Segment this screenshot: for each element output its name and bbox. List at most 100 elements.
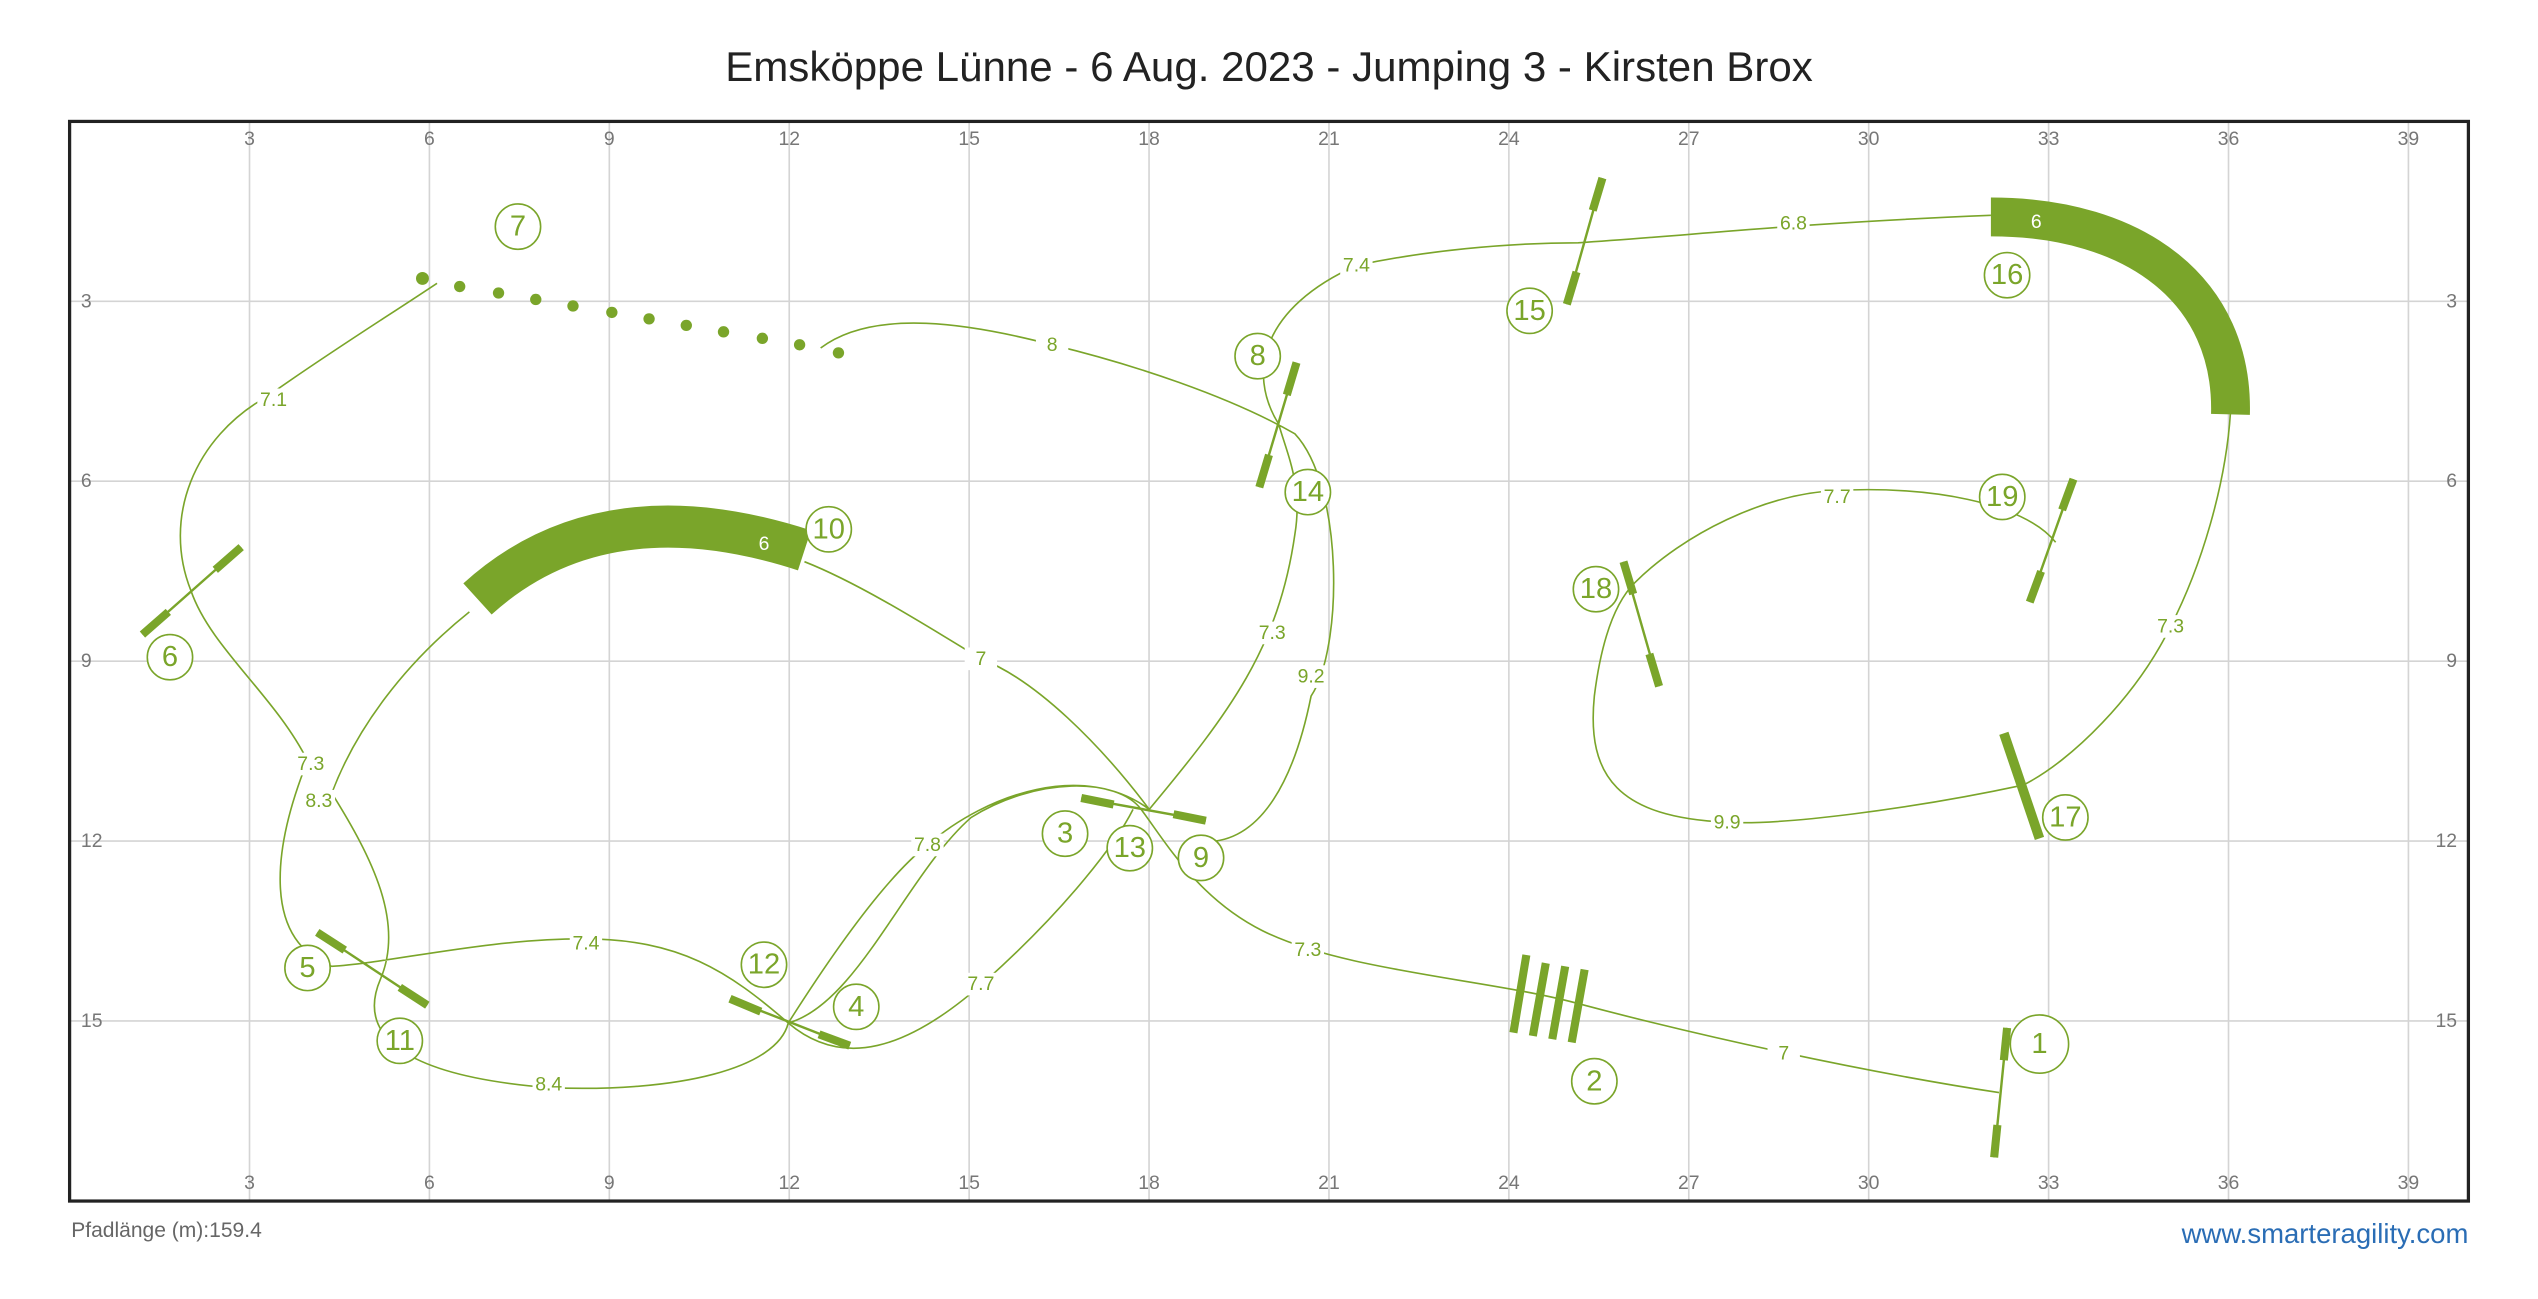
obstacle-marker (740, 941, 788, 989)
distance-label: 9.2 (1298, 666, 1325, 688)
distance-label: 7 (1778, 1043, 1789, 1065)
jumps (139, 176, 2078, 1158)
distance-label: 9.9 (1714, 811, 1741, 833)
y-tick-label: 12 (81, 830, 103, 852)
x-tick-label: 18 (1138, 128, 1160, 150)
distance-bg (302, 789, 336, 813)
distance-bg (1820, 485, 1854, 509)
obstacle-number: 14 (1292, 476, 1324, 508)
y-tick-label: 12 (2435, 830, 2457, 852)
obstacle-marker (1983, 251, 2031, 299)
obstacle-marker (1106, 824, 1154, 872)
obstacle-marker (1177, 834, 1225, 882)
obstacle-number: 16 (1991, 259, 2023, 291)
distance-bg (1256, 621, 1289, 645)
obstacle-number: 6 (162, 641, 178, 673)
obstacle-marker (146, 633, 194, 681)
obstacle-marker (494, 203, 542, 251)
obstacle-number: 10 (813, 513, 845, 545)
distance-bg (1710, 810, 1744, 834)
distance-bg (1294, 665, 1328, 688)
obstacle-number: 5 (299, 952, 315, 984)
obstacle-number: 1 (2031, 1028, 2047, 1060)
y-tick-label: 15 (81, 1010, 103, 1032)
x-tick-label: 18 (1138, 1172, 1160, 1194)
y-tick-label: 3 (2446, 290, 2457, 312)
x-tick-label: 12 (778, 128, 800, 150)
distance-label: 8.4 (535, 1074, 562, 1096)
path-length-value: 159.4 (209, 1219, 262, 1242)
x-tick-label: 27 (1678, 128, 1700, 150)
distance-bg (569, 932, 603, 956)
path-length-label: Pfadlänge (m): (71, 1219, 209, 1242)
field-border (67, 119, 2471, 1203)
distance-label: 7.3 (297, 753, 324, 775)
obstacle-number: 8 (1250, 340, 1266, 372)
distance-bg (1777, 212, 1810, 235)
obstacle-number: 18 (1580, 573, 1612, 605)
obstacle-marker (1978, 473, 2026, 521)
tunnel-length: 6 (759, 533, 770, 555)
obstacle-number: 7 (510, 211, 526, 243)
x-tick-label: 21 (1318, 1172, 1340, 1194)
x-tick-label: 39 (2398, 128, 2420, 150)
obstacle-number: 17 (2049, 801, 2081, 833)
obstacle-number: 12 (748, 949, 780, 981)
obstacle-marker (1570, 1057, 1618, 1105)
distance-bg (532, 1073, 565, 1096)
distance-bg (1035, 333, 1069, 357)
distance-label: 7.3 (2157, 615, 2184, 637)
distance-bg (964, 972, 998, 996)
obstacle-marker (376, 1017, 424, 1065)
distance-bg (294, 752, 327, 776)
obstacle-number: 4 (848, 991, 864, 1023)
x-tick-label: 36 (2218, 1172, 2240, 1194)
obstacle-marker (1234, 332, 1282, 380)
distance-label: 7.1 (260, 389, 287, 411)
x-tick-label: 27 (1678, 1172, 1700, 1194)
distance-label: 7.7 (967, 973, 994, 995)
distance-label: 7.4 (1343, 254, 1370, 276)
y-tick-label: 9 (2446, 650, 2457, 672)
grid: 3366991212151518182121242427273030333336… (69, 121, 2469, 1202)
course-path (179, 214, 2232, 1094)
x-tick-label: 15 (958, 1172, 980, 1194)
obstacle-number: 9 (1193, 842, 1209, 874)
x-tick-label: 39 (2398, 1172, 2420, 1194)
website: www.smarteragility.com (2181, 1218, 2469, 1249)
labels: 1234567891011121314151617181977.37.77.47… (146, 203, 2187, 1105)
distance-label: 7 (975, 648, 986, 670)
distance-bg (1767, 1042, 1800, 1066)
x-tick-label: 33 (2038, 1172, 2060, 1194)
x-tick-label: 6 (424, 1172, 435, 1194)
y-tick-label: 3 (81, 290, 92, 312)
distance-bg (911, 833, 944, 857)
y-tick-label: 15 (2435, 1010, 2457, 1032)
obstacle-marker (832, 983, 880, 1031)
x-tick-label: 9 (604, 128, 615, 150)
distance-label: 7.7 (1824, 486, 1851, 508)
x-tick-label: 12 (778, 1172, 800, 1194)
obstacle-marker (1506, 287, 1554, 335)
x-tick-label: 24 (1498, 1172, 1520, 1194)
x-tick-label: 9 (604, 1172, 615, 1194)
y-tick-label: 6 (81, 470, 92, 492)
tunnel-length: 6 (2031, 211, 2042, 233)
obstacle-number: 11 (385, 1025, 415, 1057)
distance-bg (1291, 938, 1325, 962)
distance-label: 7.3 (1294, 939, 1321, 961)
distance-bg (257, 388, 290, 412)
distance-label: 7.8 (914, 834, 941, 856)
x-tick-label: 3 (244, 128, 255, 150)
x-tick-label: 30 (1858, 1172, 1880, 1194)
distance-label: 7.4 (572, 933, 599, 955)
obstacle-marker (1572, 565, 1620, 613)
obstacle-marker (2009, 1014, 2070, 1074)
distance-bg (964, 647, 998, 671)
x-tick-label: 30 (1858, 128, 1880, 150)
x-tick-label: 36 (2218, 128, 2240, 150)
x-tick-label: 3 (244, 1172, 255, 1194)
x-tick-label: 33 (2038, 128, 2060, 150)
obstacle-marker (2041, 793, 2089, 841)
